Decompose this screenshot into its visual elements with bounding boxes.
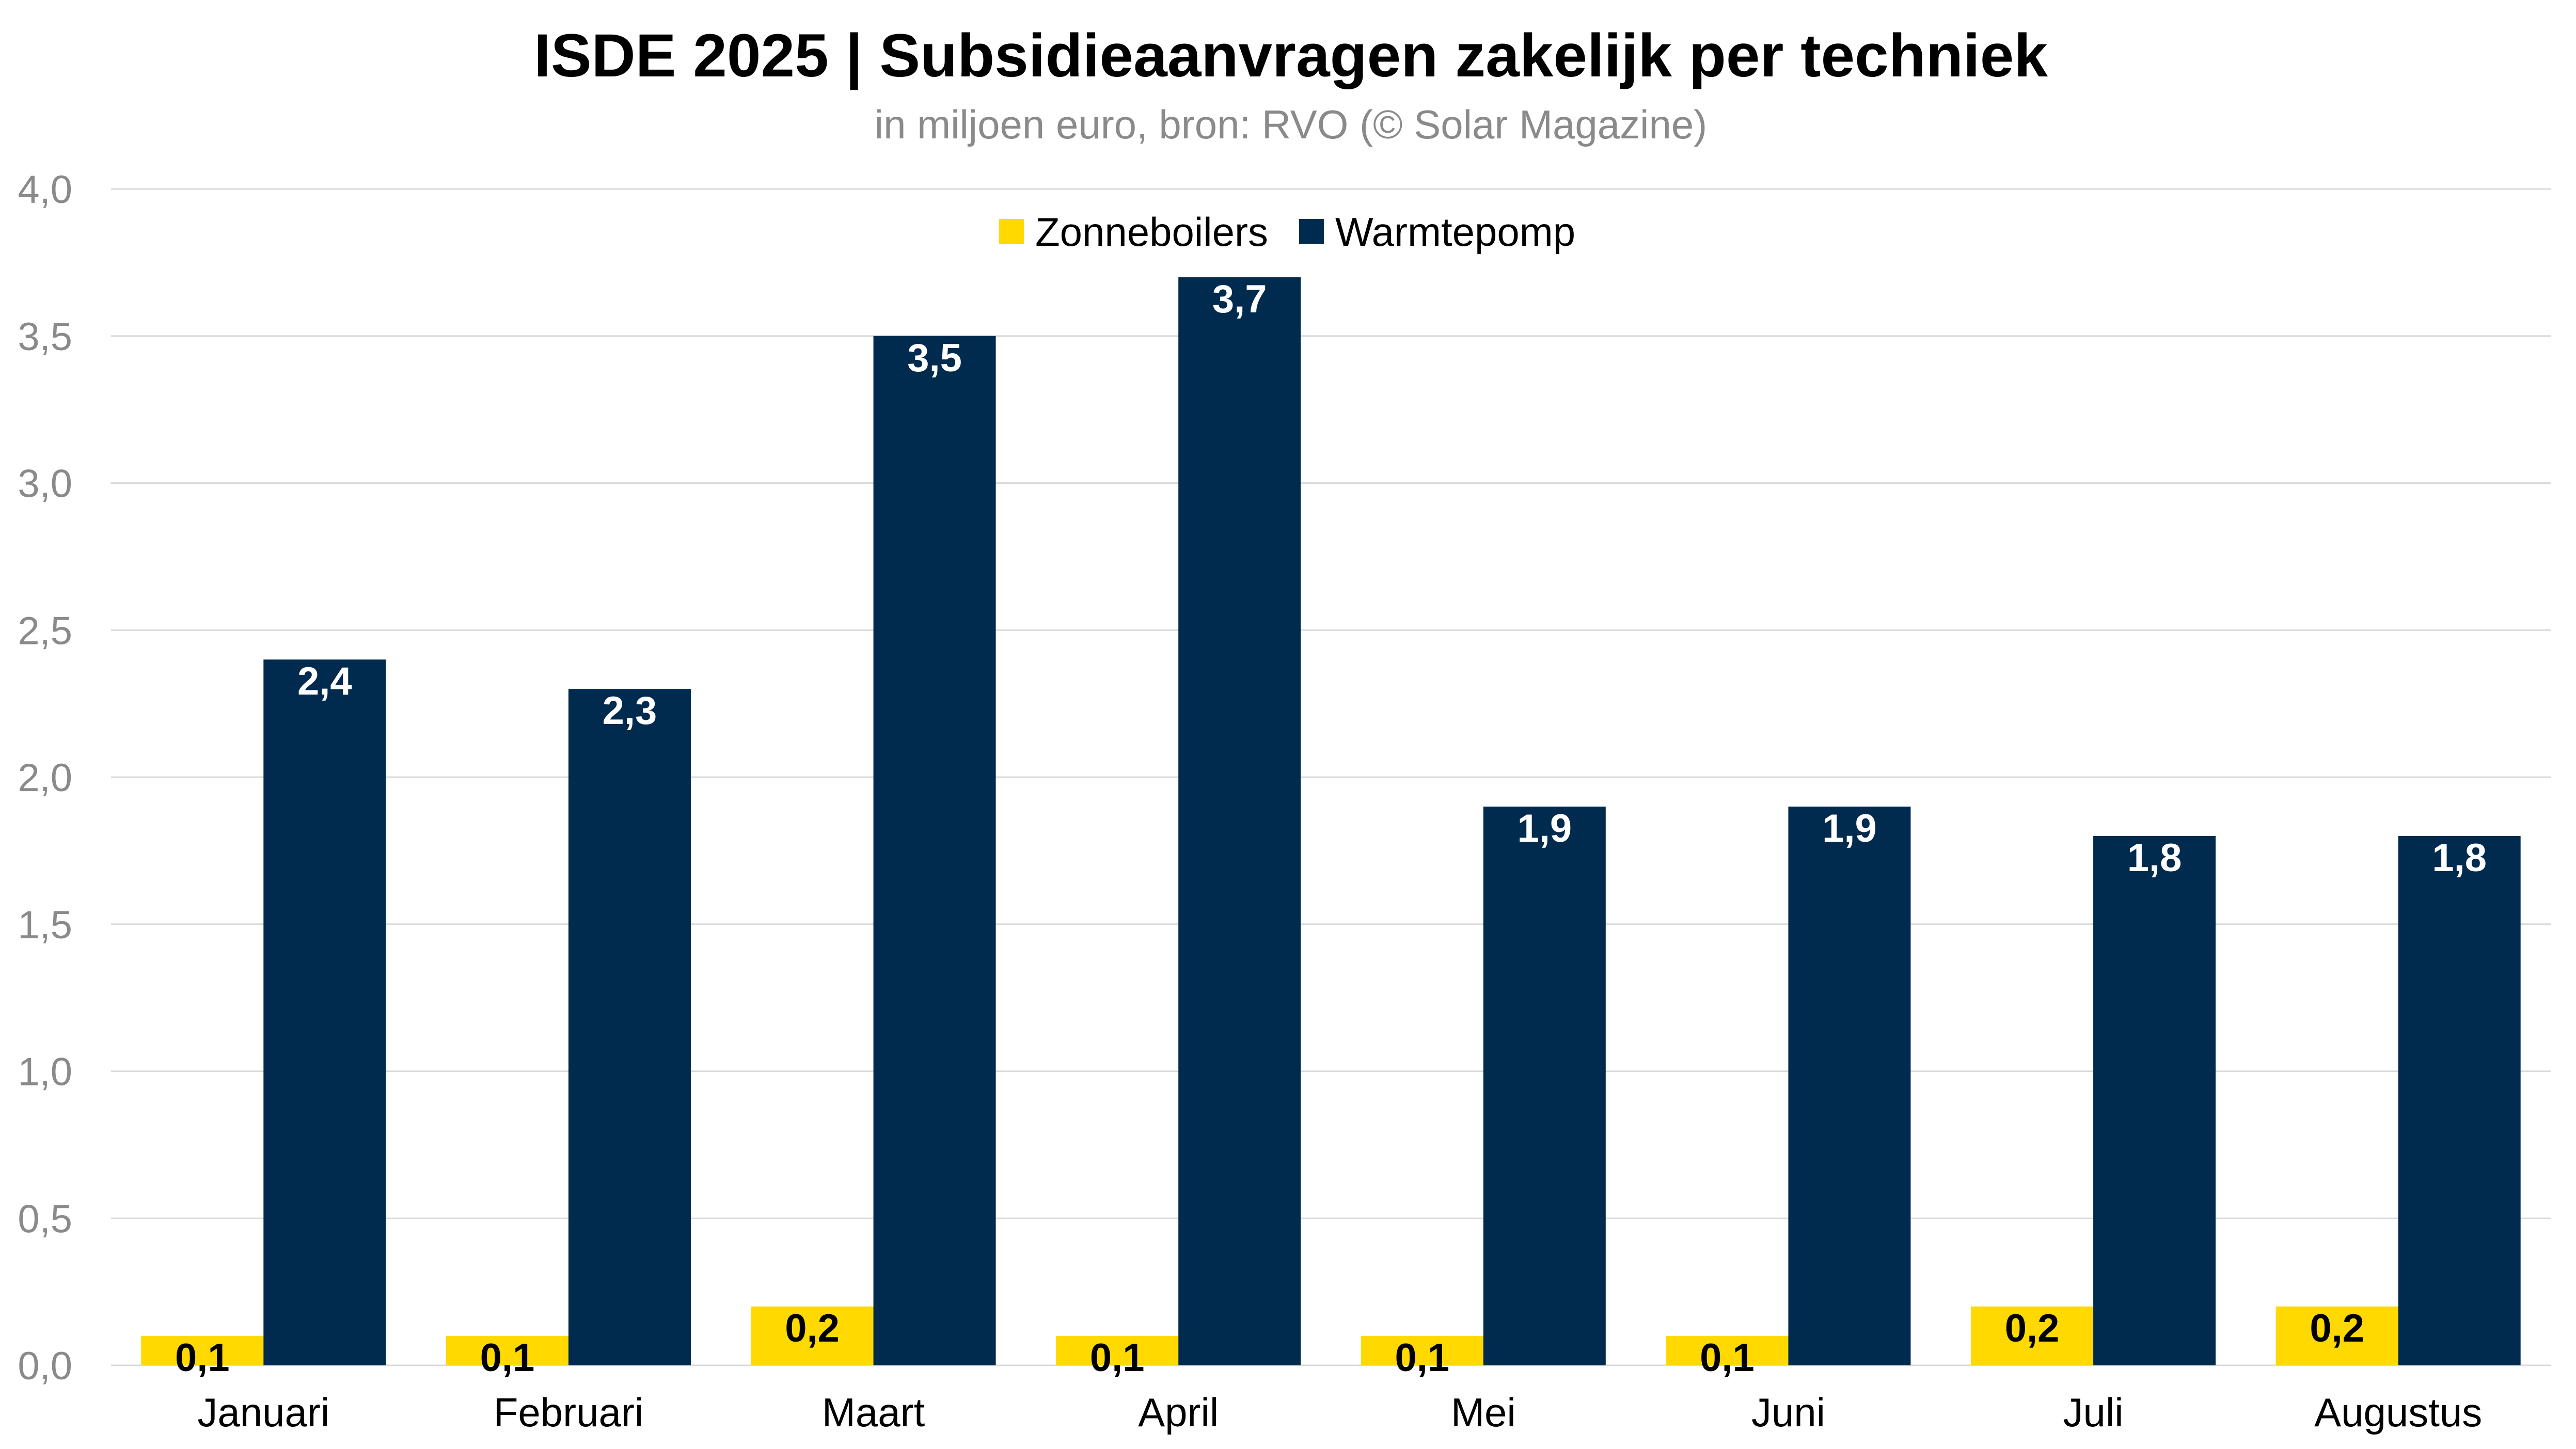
chart-title: ISDE 2025 | Subsidieaanvragen zakelijk p… [534,22,2048,90]
bar-zonneboilers [141,1336,264,1365]
bar-warmtepomp [1178,277,1301,1365]
bars [141,277,2521,1365]
chart-subtitle: in miljoen euro, bron: RVO (© Solar Maga… [875,102,1707,147]
bar-warmtepomp [263,659,386,1365]
y-tick-label: 3,5 [18,315,72,359]
data-label: 0,2 [2005,1306,2060,1350]
x-tick-label: Februari [494,1390,643,1435]
x-tick-label: Augustus [2314,1390,2482,1435]
legend: Zonneboilers Warmtepomp [999,209,1575,255]
legend-swatch [1299,219,1324,244]
y-tick-label: 1,5 [18,903,72,947]
bar-zonneboilers [751,1306,874,1365]
y-tick-label: 1,0 [18,1050,72,1094]
data-label: 0,1 [175,1336,230,1380]
bar-warmtepomp [2398,836,2521,1365]
bar-zonneboilers [1666,1336,1789,1365]
bar-zonneboilers [446,1336,568,1365]
data-label: 0,2 [785,1306,840,1350]
gridlines [111,188,2551,1366]
bar-warmtepomp [1788,806,1911,1365]
bar-zonneboilers [1361,1336,1483,1365]
bar-warmtepomp [873,336,996,1365]
data-label: 1,9 [1822,807,1877,850]
bar-warmtepomp [2093,836,2216,1365]
data-label: 0,1 [1700,1336,1755,1380]
data-labels: 0,1 2,4 0,1 2,3 0,2 3,5 0,1 3,7 0,1 1,9 0,1 1,9 0,2 1… [175,277,2487,1380]
x-axis-ticks: Januari Februari Maart April Mei Juni Juli Augu… [197,1390,2482,1435]
legend-label: Warmtepomp [1335,209,1575,255]
data-label: 1,8 [2127,836,2182,880]
bar-warmtepomp [568,689,691,1365]
x-tick-label: Maart [822,1390,925,1435]
bar-zonneboilers [2275,1306,2398,1365]
data-label: 0,1 [1395,1336,1449,1380]
x-tick-label: Juni [1751,1390,1825,1435]
data-label: 0,2 [2310,1306,2364,1350]
y-tick-label: 2,0 [18,756,72,800]
x-tick-label: Mei [1451,1390,1516,1435]
y-tick-label: 0,5 [18,1197,72,1241]
data-label: 0,1 [480,1336,535,1380]
y-tick-label: 0,0 [18,1344,72,1388]
data-label: 3,5 [907,336,962,380]
y-tick-label: 2,5 [18,609,72,653]
y-tick-label: 4,0 [18,168,72,212]
data-label: 2,4 [297,659,352,703]
bar-zonneboilers [1971,1306,2094,1365]
y-axis-ticks: 0,0 0,5 1,0 1,5 2,0 2,5 3,0 3,5 4,0 [18,168,72,1388]
y-tick-label: 3,0 [18,462,72,506]
data-label: 2,3 [603,689,657,733]
data-label: 0,1 [1090,1336,1145,1380]
x-tick-label: Januari [197,1390,329,1435]
data-label: 3,7 [1212,277,1267,321]
data-label: 1,9 [1517,807,1572,850]
bar-zonneboilers [1056,1336,1179,1365]
bar-warmtepomp [1483,806,1606,1365]
x-tick-label: Juli [2063,1390,2124,1435]
legend-label: Zonneboilers [1035,209,1268,255]
data-label: 1,8 [2432,836,2487,880]
legend-swatch [999,219,1024,244]
x-tick-label: April [1138,1390,1219,1435]
